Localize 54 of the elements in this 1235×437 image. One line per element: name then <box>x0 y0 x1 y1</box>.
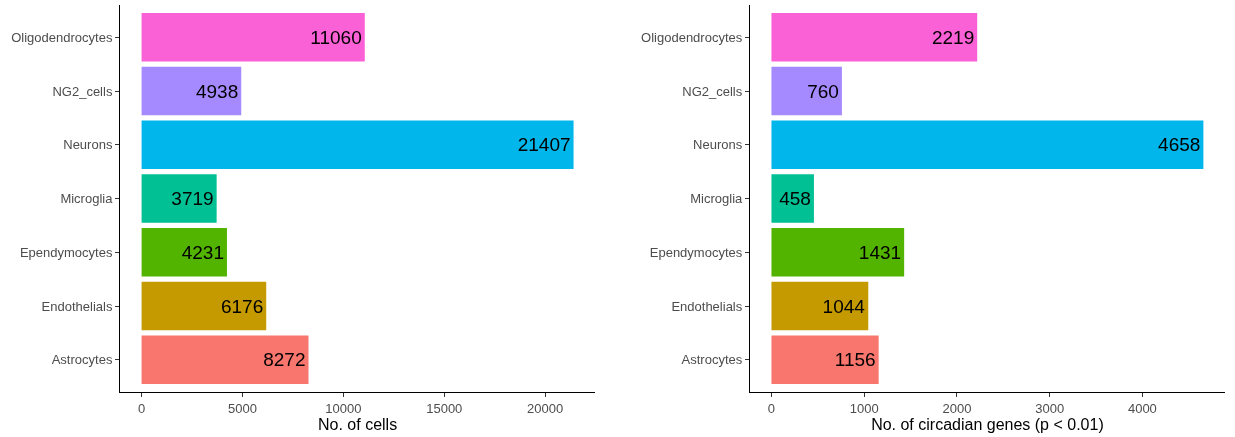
y-tick-label: Neurons <box>63 137 113 153</box>
y-tick-label: Microglia <box>690 191 744 207</box>
data-label: 760 <box>807 80 839 102</box>
bar <box>141 120 574 169</box>
bar <box>141 335 309 384</box>
x-tick-label: 5000 <box>228 400 257 416</box>
x-tick-label: 3000 <box>1035 400 1065 416</box>
y-tick-label: NG2_cells <box>52 83 113 99</box>
y-tick-label: Endothelials <box>41 298 113 314</box>
bar <box>141 174 217 223</box>
data-label: 4938 <box>195 80 239 102</box>
data-label: 6176 <box>220 295 264 317</box>
x-tick-label: 20000 <box>527 400 564 416</box>
data-label: 8272 <box>263 349 306 371</box>
data-label: 1156 <box>834 349 876 371</box>
data-label: 3719 <box>171 188 214 209</box>
bar <box>771 120 1204 169</box>
data-label: 21407 <box>517 134 571 156</box>
data-label: 1431 <box>858 241 902 263</box>
bar <box>141 13 365 62</box>
data-label: 458 <box>779 188 811 209</box>
x-tick-label: 2000 <box>942 400 972 416</box>
bar <box>141 66 242 116</box>
bar <box>771 174 814 223</box>
bar <box>141 281 267 331</box>
y-tick-label: Oligodendrocytes <box>11 29 113 45</box>
bar <box>771 228 905 277</box>
bar <box>141 228 227 277</box>
data-label: 4231 <box>181 241 224 263</box>
x-axis-title: No. of cells <box>318 415 398 433</box>
y-tick-label: Ependymocytes <box>649 244 743 260</box>
y-tick-label: NG2_cells <box>682 83 743 99</box>
x-tick-label: 0 <box>137 400 146 416</box>
bar <box>771 281 869 331</box>
data-label: 1044 <box>822 295 866 317</box>
y-tick-label: Ependymocytes <box>19 244 113 260</box>
y-tick-label: Oligodendrocytes <box>641 29 743 45</box>
x-tick-label: 10000 <box>325 400 362 416</box>
y-tick-label: Microglia <box>60 191 114 207</box>
y-tick-label: Astrocytes <box>681 352 743 368</box>
y-tick-label: Neurons <box>693 137 743 153</box>
x-tick-label: 4000 <box>1127 400 1157 416</box>
x-tick-label: 15000 <box>426 400 463 416</box>
x-tick-label: 0 <box>767 400 776 416</box>
data-label: 2219 <box>931 26 975 48</box>
y-tick-label: Astrocytes <box>51 352 113 368</box>
data-label: 4658 <box>1158 134 1201 156</box>
bar <box>771 335 879 384</box>
data-label: 11060 <box>310 26 362 48</box>
x-tick-label: 1000 <box>849 400 879 416</box>
bar <box>771 66 842 116</box>
x-axis-title: No. of circadian genes (p < 0.01) <box>871 415 1104 433</box>
y-tick-label: Endothelials <box>671 298 743 314</box>
bar <box>771 13 978 62</box>
